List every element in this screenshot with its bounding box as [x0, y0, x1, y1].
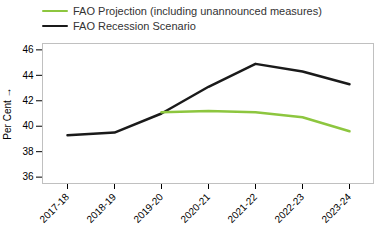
svg-text:Per Cent →: Per Cent → [2, 87, 13, 139]
svg-text:2020-21: 2020-21 [178, 191, 212, 225]
svg-text:2022-23: 2022-23 [272, 191, 306, 225]
svg-text:2018-19: 2018-19 [84, 191, 118, 225]
html-text:FAO Recession Scenario: FAO Recession Scenario [73, 19, 196, 32]
svg-text:38: 38 [22, 146, 34, 157]
svg-text:46: 46 [22, 44, 34, 55]
svg-text:42: 42 [22, 95, 34, 106]
svg-text:44: 44 [22, 70, 34, 81]
svg-text:2017-18: 2017-18 [37, 191, 71, 225]
svg-text:2023-24: 2023-24 [319, 191, 353, 225]
svg-text:2021-22: 2021-22 [225, 191, 259, 225]
svg-text:36: 36 [22, 171, 34, 182]
html-text:FAO Projection (including unan: FAO Projection (including unannounced me… [73, 4, 322, 17]
svg-text:2019-20: 2019-20 [131, 191, 165, 225]
svg-text:40: 40 [22, 120, 34, 131]
